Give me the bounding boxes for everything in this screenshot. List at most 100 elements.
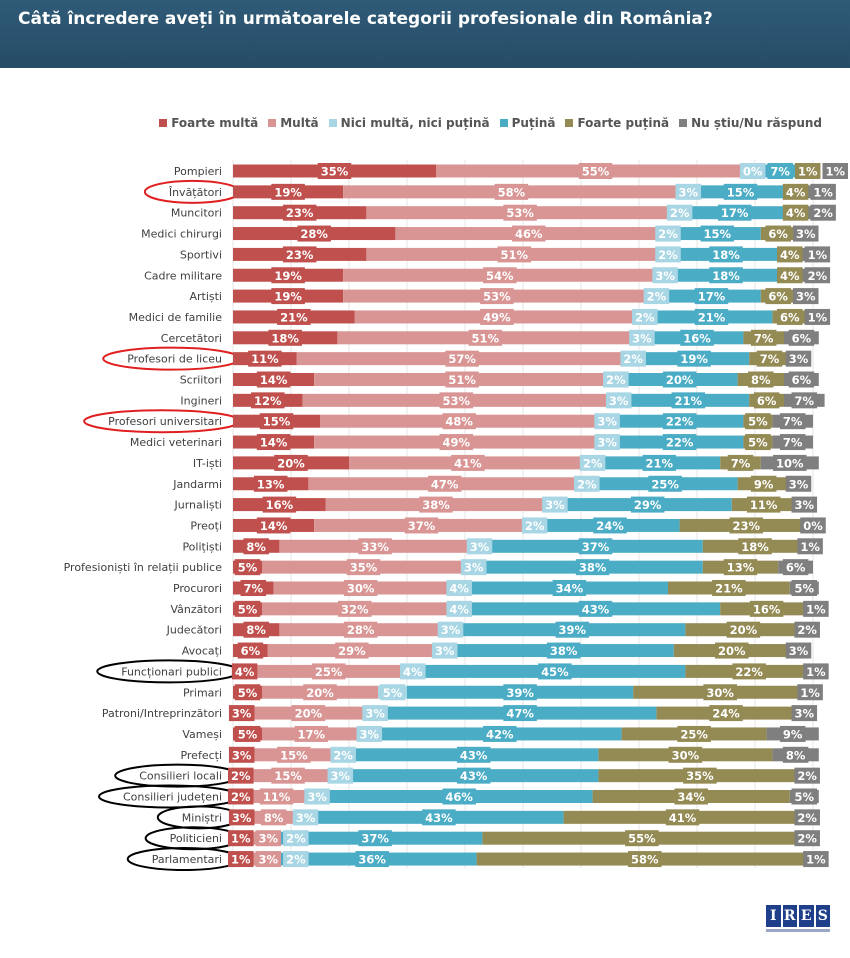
data-label: 5% xyxy=(748,415,768,429)
data-label-box xyxy=(749,600,784,617)
category-label: Ingineri xyxy=(180,394,222,407)
data-label: 41% xyxy=(669,811,697,825)
legend-swatch xyxy=(268,119,277,127)
data-label: 7% xyxy=(783,415,803,429)
data-label: 18% xyxy=(712,248,740,262)
data-label-box xyxy=(782,746,809,763)
data-label-box xyxy=(282,246,317,263)
category-label: Prefecți xyxy=(180,749,222,762)
data-label: 6% xyxy=(786,561,806,575)
ires-logo: I R E S xyxy=(766,905,830,927)
data-label-box xyxy=(765,225,791,242)
data-label-box xyxy=(283,851,309,868)
data-label: 37% xyxy=(582,540,610,554)
data-label: 0% xyxy=(743,165,763,179)
data-label: 3% xyxy=(360,727,380,741)
data-label: 23% xyxy=(733,519,761,533)
data-label: 41% xyxy=(454,456,482,470)
data-label-box xyxy=(521,517,548,534)
data-label: 25% xyxy=(680,727,708,741)
data-label-box xyxy=(674,788,708,805)
data-label-box xyxy=(234,725,261,742)
data-label-box xyxy=(292,809,319,826)
data-label: 2% xyxy=(525,519,545,533)
data-label: 22% xyxy=(666,415,694,429)
data-label-box xyxy=(317,163,352,179)
data-label: 11% xyxy=(263,790,291,804)
data-label-box xyxy=(538,663,572,680)
data-label-box xyxy=(494,183,529,200)
data-label-box xyxy=(442,788,476,805)
data-label-box xyxy=(791,788,818,805)
data-label: 48% xyxy=(445,415,473,429)
data-label: 6% xyxy=(241,644,261,658)
legend-swatch xyxy=(565,119,574,127)
category-label: Medici veterinari xyxy=(130,436,222,449)
data-label: 6% xyxy=(768,290,788,304)
category-label: Muncitori xyxy=(171,207,222,220)
data-label-box xyxy=(779,725,806,742)
data-label-box xyxy=(271,288,305,305)
data-label: 12% xyxy=(254,394,282,408)
data-label-box xyxy=(680,329,714,346)
data-label-box xyxy=(677,350,711,367)
data-label-box xyxy=(304,788,330,805)
data-label-box xyxy=(715,642,749,659)
data-label-box xyxy=(451,454,485,471)
data-label: 54% xyxy=(486,269,514,283)
data-label: 49% xyxy=(443,436,471,450)
data-label: 7% xyxy=(244,582,264,596)
data-label: 42% xyxy=(486,727,514,741)
data-label-box xyxy=(630,496,665,513)
data-label-box xyxy=(785,475,812,492)
data-label-box xyxy=(785,642,812,659)
data-label-box xyxy=(237,642,264,659)
data-label-box xyxy=(419,496,453,513)
legend-swatch xyxy=(328,119,337,127)
data-label-box xyxy=(750,329,777,346)
data-label-box xyxy=(574,475,600,492)
data-label: 2% xyxy=(797,832,817,846)
data-label-box xyxy=(255,830,282,847)
data-label: 39% xyxy=(559,623,587,637)
data-label: 34% xyxy=(556,582,584,596)
data-label: 1% xyxy=(800,540,820,554)
data-label-box xyxy=(620,350,646,367)
category-label: Cercetători xyxy=(161,332,222,345)
data-label: 43% xyxy=(425,811,453,825)
data-label: 7% xyxy=(783,436,803,450)
data-label: 5% xyxy=(383,686,403,700)
data-label: 17% xyxy=(698,290,726,304)
data-label-box xyxy=(251,392,285,409)
data-label: 39% xyxy=(506,686,534,700)
logo-letter: S xyxy=(815,905,830,927)
data-label: 1% xyxy=(806,853,826,867)
data-label: 17% xyxy=(298,727,326,741)
data-label-box xyxy=(439,392,474,409)
data-label-box xyxy=(642,454,677,471)
data-label-box xyxy=(723,559,758,576)
data-label: 18% xyxy=(741,540,769,554)
data-label: 19% xyxy=(274,290,302,304)
data-label: 3% xyxy=(597,436,617,450)
data-label: 47% xyxy=(506,707,534,721)
data-label-box xyxy=(466,538,493,555)
data-label-box xyxy=(712,580,746,596)
data-label: 53% xyxy=(506,206,534,220)
data-label-box xyxy=(445,371,479,388)
data-label: 4% xyxy=(449,582,469,596)
data-label-box xyxy=(356,725,383,742)
data-label-box xyxy=(671,392,706,409)
data-label-box xyxy=(260,809,287,826)
data-label-box xyxy=(248,350,282,367)
data-label: 3% xyxy=(789,644,809,658)
data-label-box xyxy=(792,225,819,242)
data-label: 1% xyxy=(806,602,826,616)
data-label: 3% xyxy=(632,331,652,345)
data-label: 2% xyxy=(286,853,306,867)
data-label-box xyxy=(362,705,388,722)
data-label-box xyxy=(431,642,458,659)
category-label: Pompieri xyxy=(174,165,222,178)
data-label: 2% xyxy=(797,623,817,637)
data-label: 43% xyxy=(582,602,610,616)
